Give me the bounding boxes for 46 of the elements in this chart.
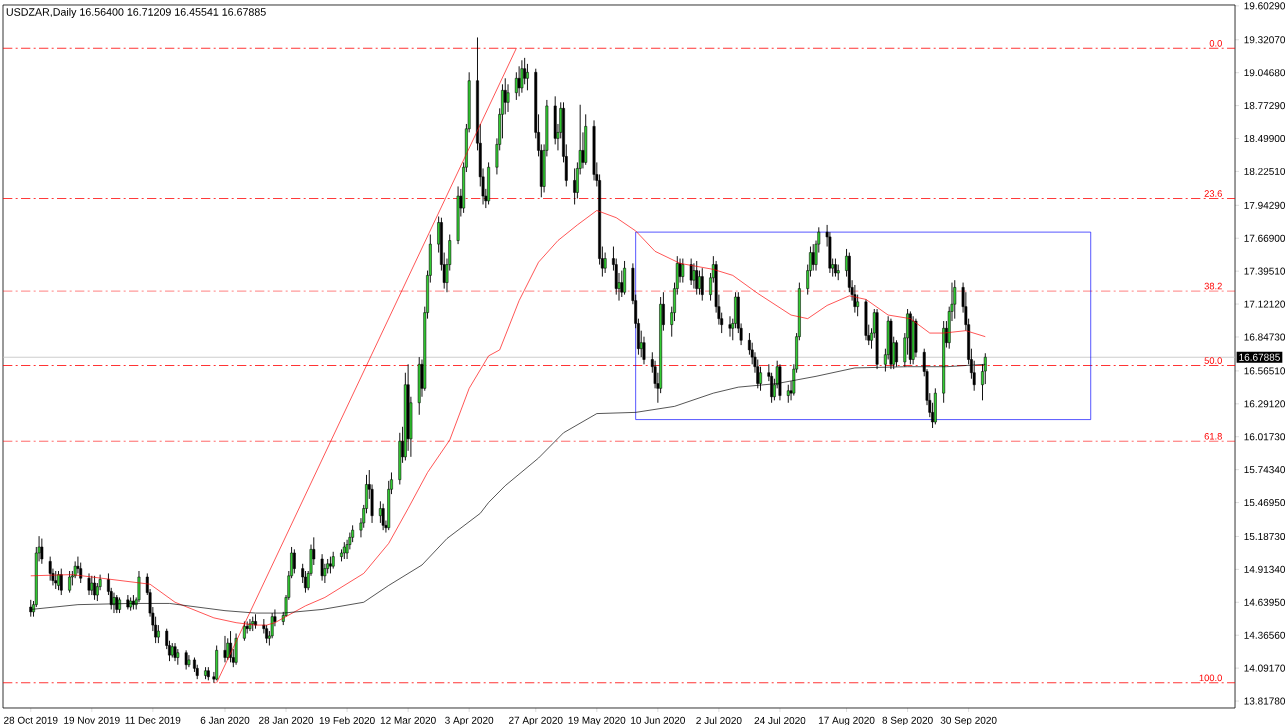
y-tick-label: 16.01730 (1244, 433, 1286, 441)
y-tick-label: 17.12120 (1244, 300, 1286, 308)
annotation: 38.2 (1204, 282, 1222, 290)
y-tick-label: 13.81780 (1244, 697, 1286, 705)
chart-title: USDZAR,Daily 16.56400 16.71209 16.45541 16.67885 (6, 7, 266, 18)
x-tick-label: 30 Sep 2020 (940, 716, 997, 725)
y-tick-label: 18.22510 (1244, 167, 1286, 175)
y-tick-label: 14.09170 (1244, 664, 1286, 672)
y-tick-label: 16.29120 (1244, 400, 1286, 408)
y-tick-label: 14.36560 (1244, 631, 1286, 639)
x-tick-label: 12 Mar 2020 (380, 716, 436, 724)
ref-line-label: 16.67885 (1239, 353, 1280, 361)
y-tick-label: 15.74340 (1244, 466, 1286, 474)
annotation: 0.0 (1209, 40, 1222, 47)
x-tick-label: 19 Nov 2019 (64, 716, 120, 724)
y-tick-label: 15.18730 (1244, 532, 1286, 541)
y-tick-label: 14.63950 (1244, 598, 1286, 606)
y-tick-label: 19.60290 (1244, 2, 1286, 10)
x-tick-label: 24 Jul 2020 (754, 716, 806, 725)
y-tick-label: 18.77290 (1244, 102, 1286, 110)
x-tick-label: 2 Jul 2020 (696, 716, 742, 725)
x-tick-label: 27 Apr 2020 (509, 716, 563, 725)
y-tick-label: 15.46950 (1244, 499, 1286, 507)
y-tick-label: 19.04680 (1244, 69, 1286, 77)
y-tick-label: 17.39510 (1244, 267, 1286, 275)
x-tick-label: 28 Jan 2020 (259, 716, 314, 724)
y-tick-label: 14.91340 (1244, 565, 1286, 573)
y-tick-label: 17.94290 (1244, 201, 1286, 209)
annotation: 50.0 (1204, 357, 1222, 364)
x-tick-label: 17 Aug 2020 (818, 716, 875, 725)
x-tick-label: 28 Oct 2019 (4, 716, 58, 724)
x-tick-label: 11 Dec 2019 (125, 716, 181, 724)
y-tick-label: 16.56510 (1244, 367, 1286, 375)
x-tick-label: 3 Apr 2020 (445, 716, 494, 725)
y-tick-label: 17.66900 (1244, 234, 1286, 242)
annotation: 100.0 (1199, 674, 1222, 682)
x-tick-label: 19 Feb 2020 (319, 716, 375, 725)
x-tick-label: 8 Sep 2020 (882, 716, 933, 725)
x-tick-label: 19 May 2020 (568, 716, 626, 725)
y-tick-label: 16.84730 (1244, 333, 1286, 341)
x-tick-label: 6 Jan 2020 (200, 716, 250, 724)
y-tick-label: 19.32070 (1244, 36, 1286, 44)
annotation: 61.8 (1204, 433, 1222, 440)
annotation: 23.6 (1204, 190, 1222, 197)
x-tick-label: 10 Jun 2020 (631, 716, 685, 724)
y-tick-label: 18.49900 (1244, 134, 1286, 143)
